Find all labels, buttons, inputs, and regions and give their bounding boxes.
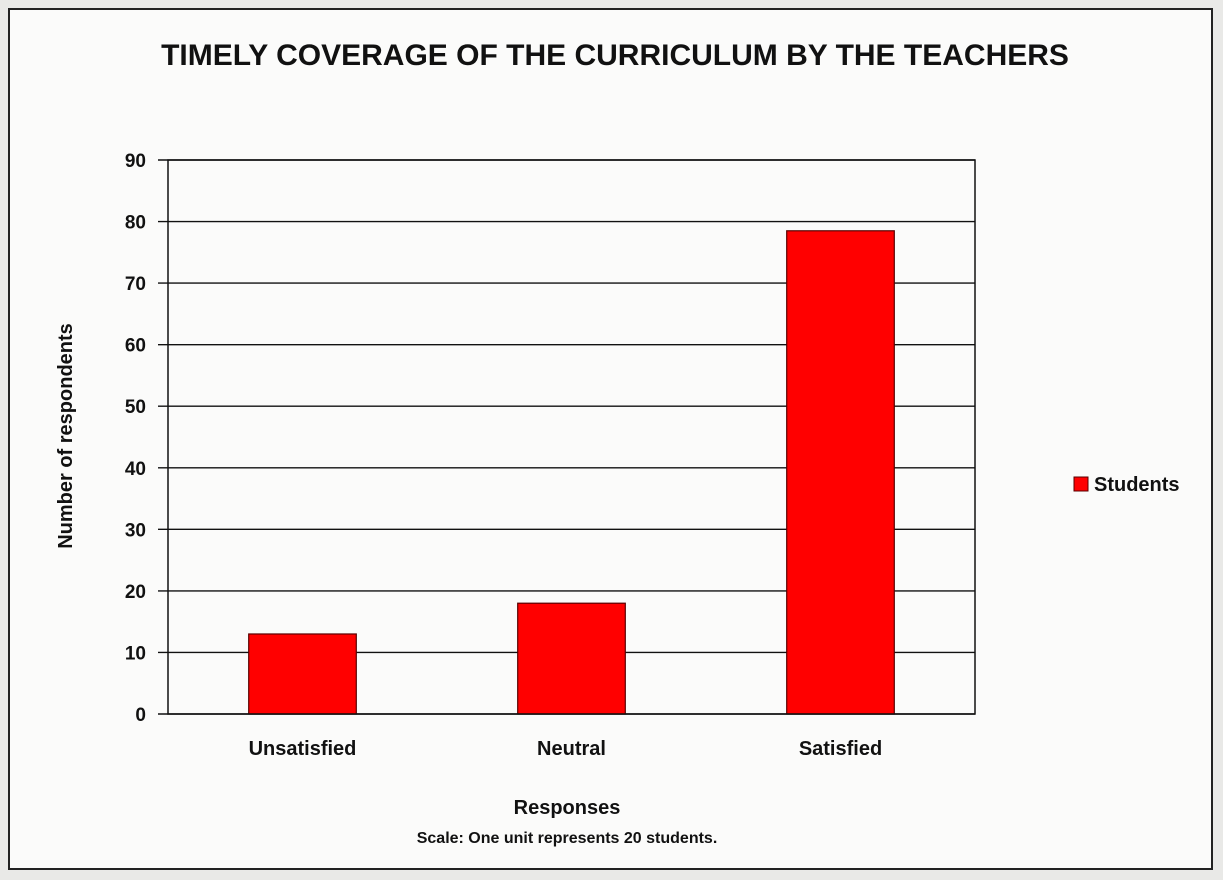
y-tick-label: 10: [125, 643, 146, 664]
legend: Students: [1073, 474, 1180, 496]
y-axis-label: Number of respondents: [55, 323, 77, 549]
bar: [786, 230, 895, 715]
y-tick-label: 50: [125, 397, 146, 418]
legend-label: Students: [1094, 474, 1180, 496]
y-tick-label: 60: [125, 336, 146, 357]
y-tick-label: 30: [125, 520, 146, 541]
scale-note: Scale: One unit represents 20 students.: [417, 830, 718, 847]
y-axis-ticks: 0 10 20 30 40 50 60 70 80 90: [125, 151, 146, 726]
plot-area-border: [167, 159, 976, 715]
legend-swatch: [1073, 476, 1089, 492]
bar: [517, 602, 626, 715]
y-tick-label: 40: [125, 459, 146, 480]
y-tick-label: 70: [125, 274, 146, 295]
y-tick-label: 20: [125, 582, 146, 603]
x-tick-label: Unsatisfied: [249, 738, 357, 760]
x-tick-label: Satisfied: [799, 738, 882, 760]
x-axis-label: Responses: [514, 797, 621, 819]
y-tick-label: 90: [125, 151, 146, 172]
chart-frame: [8, 8, 1213, 870]
y-tick-label: 0: [135, 705, 146, 726]
chart-title: TIMELY COVERAGE OF THE CURRICULUM BY THE…: [161, 39, 1069, 72]
x-tick-label: Neutral: [537, 738, 606, 760]
x-axis-ticks: Unsatisfied Neutral Satisfied: [249, 738, 883, 760]
y-tick-label: 80: [125, 213, 146, 234]
bar: [248, 633, 357, 715]
bars: [248, 230, 895, 715]
